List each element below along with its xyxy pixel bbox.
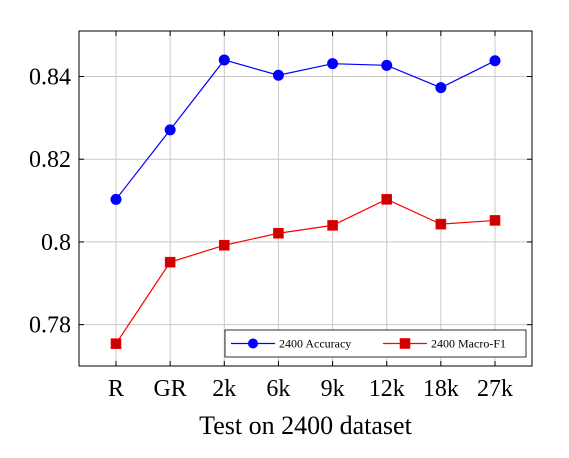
data-point [381,59,393,71]
legend-marker [399,338,411,349]
y-tick-label: 0.82 [29,147,71,173]
data-point [218,239,230,251]
legend: 2400 Accuracy 2400 Macro-F1 [224,329,527,358]
x-tick-label: R [108,376,124,402]
data-point [327,58,339,70]
data-point [164,124,176,136]
legend-marker [248,338,258,349]
legend-label: 2400 Macro-F1 [431,337,506,351]
series-line [115,198,496,344]
data-point [273,227,284,239]
y-tick-label: 0.8 [41,230,71,256]
legend-box [224,329,527,358]
x-tick-label: 12k [369,376,405,402]
series-layer [110,54,501,349]
data-point [435,218,447,230]
grid [79,31,532,366]
x-tick-label: 9k [321,376,345,402]
legend-item: 2400 Accuracy [231,337,351,351]
y-tick-label: 0.84 [29,64,71,90]
data-point [218,54,230,66]
data-point [272,69,284,81]
data-point [164,256,176,268]
series-1 [110,194,501,349]
y-axis: 0.78 0.8 0.82 0.84 [29,64,532,339]
data-point [489,55,501,67]
x-tick-label: 18k [423,376,459,402]
data-point [327,220,338,231]
data-point [110,193,122,205]
data-point [489,215,501,226]
series-line [115,59,496,200]
legend-label: 2400 Accuracy [279,337,351,351]
y-tick-label: 0.78 [29,313,71,339]
data-point [110,338,122,349]
legend-item: 2400 Macro-F1 [383,337,506,351]
x-tick-label: 6k [266,376,290,402]
data-point [435,82,447,94]
x-tick-label: 2k [212,376,236,402]
x-axis: R GR 2k 6k 9k 12k 18k 27k [108,31,513,402]
plot-frame [78,30,533,367]
x-tick-label: GR [153,376,186,402]
series-0 [110,54,501,205]
x-axis-title: Test on 2400 dataset [199,411,412,440]
data-point [381,194,393,205]
x-tick-label: 27k [477,376,513,402]
